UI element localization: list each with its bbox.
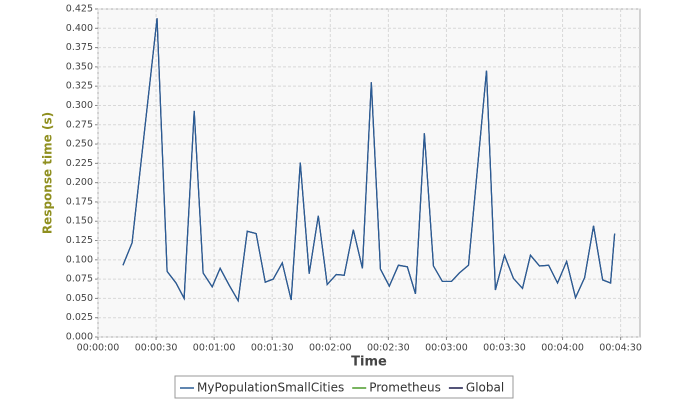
x-axis-label: Time bbox=[351, 355, 387, 370]
plot-area bbox=[97, 8, 641, 338]
y-tick-label: 0.100 bbox=[66, 254, 93, 265]
legend-label: Prometheus bbox=[369, 381, 441, 395]
y-tick-label: 0.350 bbox=[66, 61, 93, 72]
y-tick-label: 0.400 bbox=[66, 23, 93, 34]
y-tick-label: 0.425 bbox=[66, 4, 93, 15]
x-tick-label: 00:02:00 bbox=[309, 343, 352, 354]
x-tick-label: 00:01:30 bbox=[251, 343, 294, 354]
x-tick-label: 00:04:30 bbox=[599, 343, 642, 354]
x-tick-label: 00:03:00 bbox=[425, 343, 468, 354]
y-tick-label: 0.225 bbox=[66, 158, 93, 169]
x-tick-label: 00:03:30 bbox=[483, 343, 526, 354]
series-line bbox=[122, 18, 616, 303]
y-tick-label: 0.050 bbox=[66, 293, 93, 304]
y-tick-label: 0.150 bbox=[66, 216, 93, 227]
y-tick-label: 0.250 bbox=[66, 139, 93, 150]
y-tick-label: 0.325 bbox=[66, 81, 93, 92]
y-tick-label: 0.375 bbox=[66, 42, 93, 53]
x-tick-label: 00:02:30 bbox=[367, 343, 410, 354]
y-tick-label: 0.275 bbox=[66, 119, 93, 130]
y-tick-label: 0.175 bbox=[66, 196, 93, 207]
y-tick-label: 0.075 bbox=[66, 274, 93, 285]
x-tick-label: 00:00:30 bbox=[135, 343, 178, 354]
y-axis-label: Response time (s) bbox=[41, 112, 55, 234]
legend bbox=[174, 375, 514, 399]
legend-label: MyPopulationSmallCities bbox=[197, 381, 344, 395]
y-tick-label: 0.300 bbox=[66, 100, 93, 111]
legend-label: Global bbox=[466, 381, 504, 395]
y-tick-label: 0.025 bbox=[66, 312, 93, 323]
x-tick-label: 00:01:00 bbox=[193, 343, 236, 354]
x-tick-label: 00:04:00 bbox=[541, 343, 584, 354]
y-tick-label: 0.125 bbox=[66, 235, 93, 246]
y-tick-label: 0.200 bbox=[66, 177, 93, 188]
y-tick-label: 0.000 bbox=[66, 332, 93, 343]
x-tick-label: 00:00:00 bbox=[77, 343, 120, 354]
